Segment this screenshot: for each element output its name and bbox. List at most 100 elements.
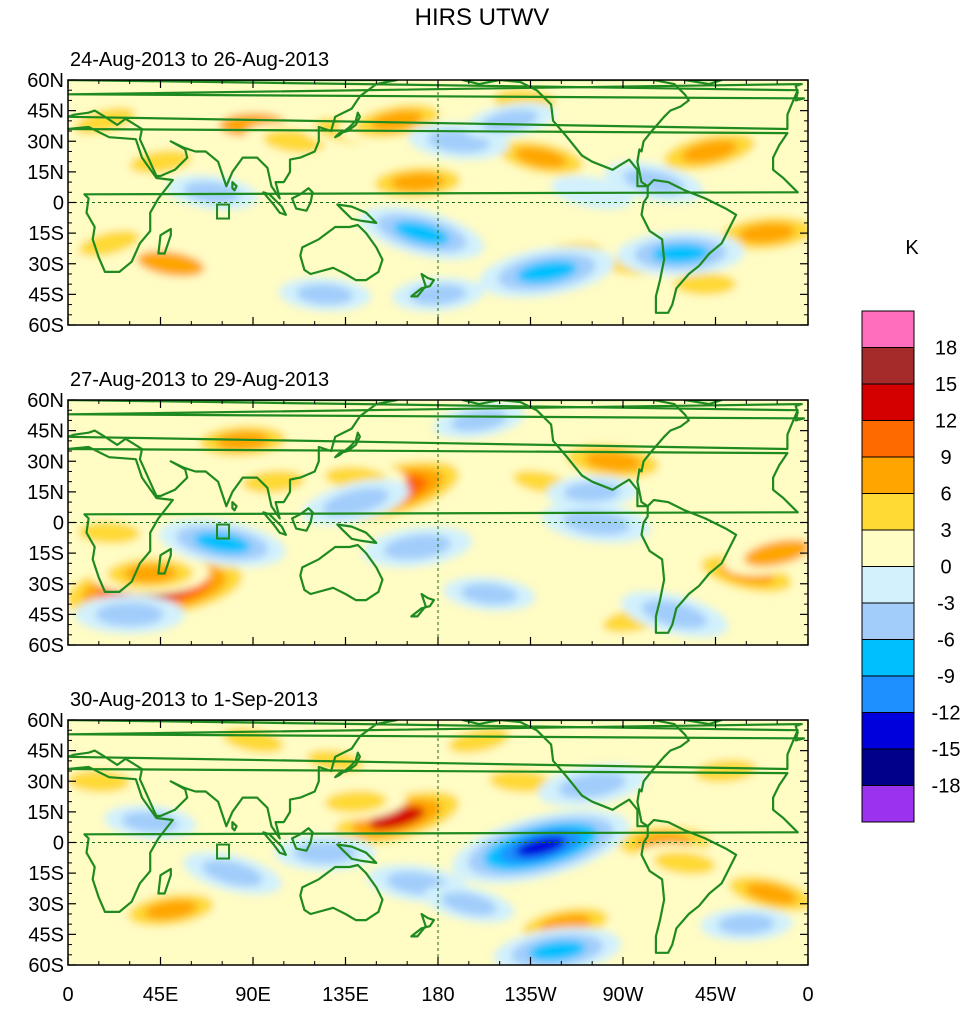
anomaly-blob	[452, 809, 630, 884]
colorbar-swatch	[861, 785, 915, 823]
coastline-sri-lanka	[231, 820, 238, 832]
coastline-uk	[68, 82, 806, 102]
lat-label: 45N	[27, 421, 64, 443]
lat-label: 15S	[28, 543, 64, 565]
anomaly-blob	[104, 805, 197, 840]
colorbar-swatch	[861, 602, 915, 640]
colorbar-label: 15	[935, 374, 957, 396]
anomaly-blob	[712, 869, 808, 918]
coastline-new-guinea	[336, 203, 378, 224]
colorbar-label: 12	[935, 411, 957, 433]
coastline-japan	[334, 431, 361, 459]
anomaly-blob	[183, 851, 282, 895]
coastlines	[68, 80, 806, 314]
lon-label: 0	[802, 984, 813, 1006]
coastline-south-america	[640, 178, 738, 314]
lat-label: 60N	[27, 70, 64, 92]
lat-label: 60S	[28, 955, 64, 977]
longitude-axis: 0 45E 90E 135E 180 135W 90W 45W 0	[62, 984, 813, 1006]
colorbar-label: -15	[932, 739, 961, 761]
coastline-sumatra	[262, 191, 287, 216]
coastlines	[68, 720, 806, 954]
lon-label: 135W	[504, 984, 556, 1006]
island-box	[216, 843, 231, 860]
colorbar-label: -18	[932, 776, 961, 798]
anomaly-blob	[675, 752, 777, 790]
anomaly-blob	[493, 927, 621, 965]
lat-label: 15N	[27, 162, 64, 184]
panel-1-plot: 60N 45N 30N 15N 0 15S 30S 45S 60S	[27, 70, 809, 337]
lat-label: 60S	[28, 315, 64, 337]
coastlines	[68, 400, 806, 634]
panel-1-subtitle: 24-Aug-2013 to 26-Aug-2013	[70, 49, 329, 71]
lon-label: 45W	[695, 984, 736, 1006]
panel-1: 24-Aug-2013 to 26-Aug-2013 60N 45N 30N 15N 0…	[27, 49, 809, 337]
anomaly-blob	[634, 844, 735, 882]
island-box	[216, 203, 231, 220]
panel-2: 27-Aug-2013 to 29-Aug-2013 60N 45N 30N 15N 0…	[27, 369, 809, 657]
coastline-eurasia	[68, 400, 799, 520]
anomaly-blob	[479, 246, 615, 298]
coastline-borneo	[291, 827, 314, 852]
lon-label: 0	[62, 984, 73, 1006]
coastline-uk	[68, 722, 806, 742]
anomaly-blob	[646, 125, 773, 177]
colorbar-label: -9	[937, 666, 955, 688]
lat-label: 15S	[28, 863, 64, 885]
colorbar-swatch	[861, 712, 915, 750]
coastline-north-america	[461, 400, 690, 508]
anomaly-blob	[68, 763, 150, 800]
coastline-eurasia	[68, 720, 799, 840]
lat-label: 45S	[28, 284, 64, 306]
lon-label: 45E	[143, 984, 179, 1006]
coastline-africa	[68, 125, 799, 273]
lat-label: 30N	[27, 771, 64, 793]
anomaly-blob	[423, 884, 514, 923]
coastline-greenland	[683, 80, 723, 86]
coastline-borneo	[291, 187, 314, 212]
coastline-new-zealand	[410, 912, 435, 938]
anomaly-blob	[68, 514, 160, 551]
lat-label: 30N	[27, 131, 64, 153]
anomaly-blob	[111, 887, 230, 933]
coastline-eurasia	[68, 80, 799, 200]
panel-3-subtitle: 30-Aug-2013 to 1-Sep-2013	[70, 689, 318, 711]
lat-label: 60N	[27, 710, 64, 732]
coastline-madagascar	[157, 867, 172, 895]
coastline-australia	[299, 223, 384, 282]
coastline-sri-lanka	[231, 500, 238, 512]
coastline-australia	[299, 543, 384, 602]
lat-label: 15S	[28, 223, 64, 245]
anomaly-blob	[723, 530, 808, 576]
lat-label: 30S	[28, 254, 64, 276]
colorbar-label: 3	[940, 520, 951, 542]
lat-label: 15N	[27, 482, 64, 504]
lat-label: 60N	[27, 390, 64, 412]
colorbar-swatch	[861, 347, 915, 385]
anomaly-blob	[158, 518, 286, 568]
panel-2-plot: 60N 45N 30N 15N 0 15S 30S 45S 60S	[27, 390, 809, 657]
island-box	[216, 523, 231, 540]
coastline-madagascar	[157, 547, 172, 575]
colorbar-swatch	[861, 420, 915, 458]
coastline-borneo	[291, 507, 314, 532]
anomaly-blob	[362, 526, 473, 568]
lon-label: 90W	[602, 984, 643, 1006]
coastline-north-america	[461, 720, 690, 828]
coastline-south-america	[640, 818, 738, 954]
anomaly-blob	[305, 783, 407, 820]
colorbar-swatch	[861, 675, 915, 713]
coastline-new-zealand	[410, 592, 435, 618]
chart-title: HIRS UTWV	[415, 4, 550, 31]
lat-label: 45N	[27, 101, 64, 123]
coastline-japan	[334, 751, 361, 779]
coastline-sumatra	[262, 511, 287, 536]
anomaly-blob	[74, 594, 185, 634]
coastline-africa	[68, 445, 799, 593]
colorbar-swatch	[861, 529, 915, 567]
coastline-uk	[68, 402, 806, 422]
anomaly-blob	[278, 277, 371, 312]
coastline-greenland	[683, 720, 723, 726]
coastline-africa	[68, 765, 799, 913]
lat-label: 30S	[28, 574, 64, 596]
